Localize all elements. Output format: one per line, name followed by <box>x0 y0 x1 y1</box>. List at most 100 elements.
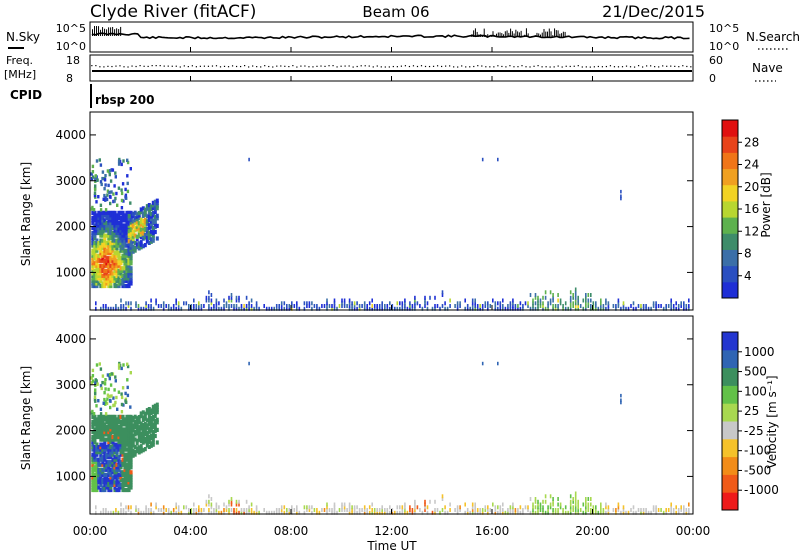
power-cell <box>497 157 499 162</box>
velocity-cell <box>105 432 109 437</box>
nave-point <box>308 66 310 68</box>
power-cell <box>353 306 356 311</box>
power-cell <box>153 224 157 230</box>
power-cell <box>113 218 117 223</box>
power-cell <box>115 218 119 223</box>
velocity-cell <box>514 508 517 512</box>
velocity-cell <box>685 510 688 515</box>
velocity-cell <box>650 510 652 515</box>
velocity-cell <box>115 465 119 470</box>
velocity-cell <box>131 423 135 428</box>
velocity-cell <box>91 368 95 373</box>
velocity-cell <box>620 400 622 405</box>
velocity-cell <box>137 437 141 442</box>
power-cell <box>519 301 522 306</box>
power-cell <box>111 218 115 223</box>
velocity-cell <box>617 508 620 512</box>
power-cell <box>103 261 107 266</box>
y-tick-label: 1000 <box>55 265 86 279</box>
power-cell <box>99 208 103 212</box>
velocity-cell <box>147 444 151 449</box>
velocity-cell <box>95 452 99 457</box>
nave-point <box>111 65 113 68</box>
velocity-cell <box>542 510 544 515</box>
x-tick-label: 08:00 <box>274 524 309 538</box>
velocity-cell <box>116 407 119 411</box>
velocity-cell <box>672 510 675 515</box>
velocity-cell <box>125 437 129 442</box>
power-cell <box>107 256 111 261</box>
velocity-cell <box>108 376 111 381</box>
velocity-cell <box>95 487 99 493</box>
power-cell <box>210 298 213 303</box>
power-cell <box>115 238 119 243</box>
velocity-cell <box>595 508 597 512</box>
velocity-cell <box>145 430 149 435</box>
power-cell <box>123 228 127 233</box>
nave-point <box>629 66 632 68</box>
velocity-cell <box>121 477 125 482</box>
power-cell <box>117 263 121 268</box>
power-cell <box>280 304 283 308</box>
velocity-cell <box>286 510 288 515</box>
velocity-cell <box>147 412 151 417</box>
velocity-cell <box>582 502 585 507</box>
velocity-cell <box>93 455 97 460</box>
velocity-cell <box>100 510 102 515</box>
velocity-cell <box>113 445 117 450</box>
power-cell <box>127 278 131 283</box>
power-cell <box>121 273 125 278</box>
velocity-cell <box>577 499 579 504</box>
velocity-cell <box>91 467 95 472</box>
power-cell <box>107 228 111 233</box>
nave-point <box>621 66 624 68</box>
power-cell <box>117 238 121 243</box>
nave-point <box>175 65 177 67</box>
power-cell <box>177 306 180 311</box>
nave-point <box>332 65 334 67</box>
velocity-cell <box>590 497 592 501</box>
velocity-cell <box>103 382 107 386</box>
power-cell <box>92 208 96 212</box>
velocity-cell <box>652 508 655 512</box>
power-cell <box>97 281 101 286</box>
power-cell <box>103 236 107 241</box>
power-cell <box>245 306 248 311</box>
velocity-cell <box>151 422 155 427</box>
velocity-cell <box>123 455 127 460</box>
nave-point <box>428 65 431 68</box>
velocity-cell <box>321 508 323 512</box>
power-cell <box>113 268 117 273</box>
power-cell <box>600 304 602 308</box>
velocity-cell <box>537 508 539 512</box>
velocity-cell <box>547 510 549 515</box>
velocity-cell <box>117 447 121 452</box>
power-cell <box>91 175 95 179</box>
velocity-cell <box>115 470 119 475</box>
power-cell <box>107 266 111 271</box>
velocity-cell <box>215 510 218 515</box>
nave-point <box>231 65 234 67</box>
power-cell <box>389 306 391 311</box>
power-cell <box>137 211 141 216</box>
velocity-cell <box>117 366 121 370</box>
velocity-cell <box>151 414 155 420</box>
velocity-cell <box>91 457 95 462</box>
power-cell <box>109 271 113 276</box>
power-cell <box>99 271 103 276</box>
power-cell <box>109 179 113 183</box>
power-cell <box>127 248 131 253</box>
velocity-cell <box>363 510 366 515</box>
power-cell <box>133 225 137 230</box>
velocity-cell <box>514 510 517 515</box>
colorbar-segment <box>722 474 738 493</box>
velocity-cell <box>125 429 129 435</box>
velocity-cell <box>113 480 117 485</box>
power-cell <box>93 256 97 261</box>
velocity-cell <box>135 421 139 426</box>
power-cell <box>411 304 414 308</box>
velocity-cell <box>127 462 131 467</box>
power-cell <box>507 304 509 308</box>
velocity-cell <box>527 508 529 512</box>
velocity-cell <box>139 439 143 444</box>
